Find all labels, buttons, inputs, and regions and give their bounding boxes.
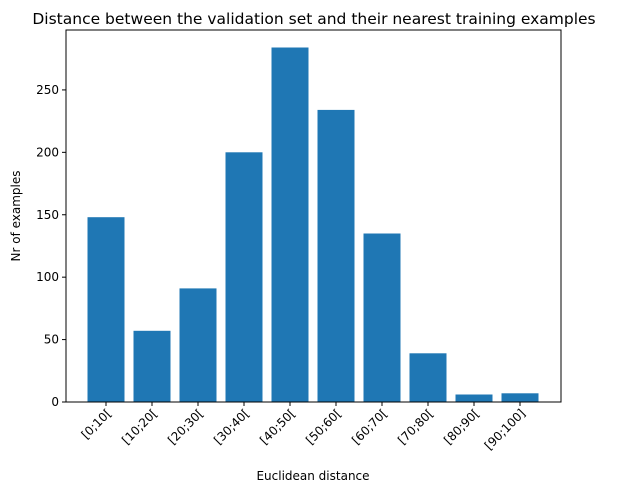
y-tick-label: 250 — [36, 83, 59, 97]
bars-group — [87, 47, 539, 403]
y-axis: 0 50 100 150 200 250 — [36, 83, 66, 409]
bar-[60;70[ — [363, 233, 401, 402]
bar-[10;20[ — [133, 330, 171, 402]
x-tick-label: [30;40[ — [211, 406, 252, 447]
x-tick-label: [40;50[ — [257, 406, 298, 447]
bar-[80;90[ — [455, 394, 493, 402]
bar-[0;10[ — [87, 217, 125, 402]
x-axis-label: Euclidean distance — [256, 469, 369, 483]
chart-title: Distance between the validation set and … — [32, 10, 595, 28]
x-axis: [0;10[[10;20[[20;30[[30;40[[40;50[[50;60… — [79, 402, 528, 453]
y-tick-label: 100 — [36, 270, 59, 284]
bar-[50;60[ — [317, 109, 355, 403]
bar-[20;30[ — [179, 288, 217, 402]
x-tick-label: [50;60[ — [303, 406, 344, 447]
bar-[70;80[ — [409, 353, 447, 402]
y-tick-label: 200 — [36, 145, 59, 159]
bar-[30;40[ — [225, 152, 263, 402]
y-axis-label: Nr of examples — [9, 170, 23, 261]
x-tick-label: [80;90[ — [441, 406, 482, 447]
y-tick-label: 0 — [51, 395, 59, 409]
y-tick-label: 150 — [36, 208, 59, 222]
x-tick-label: [0;10[ — [79, 406, 115, 442]
y-tick-label: 50 — [44, 333, 59, 347]
x-tick-label: [20;30[ — [165, 406, 206, 447]
bar-[40;50[ — [271, 47, 309, 402]
x-tick-label: [60;70[ — [349, 406, 390, 447]
x-tick-label: [10;20[ — [119, 406, 160, 447]
plot-area-frame — [65, 29, 562, 403]
bar-[90;100] — [501, 393, 539, 402]
x-tick-label: [70;80[ — [395, 406, 436, 447]
x-tick-label: [90;100] — [482, 406, 528, 452]
